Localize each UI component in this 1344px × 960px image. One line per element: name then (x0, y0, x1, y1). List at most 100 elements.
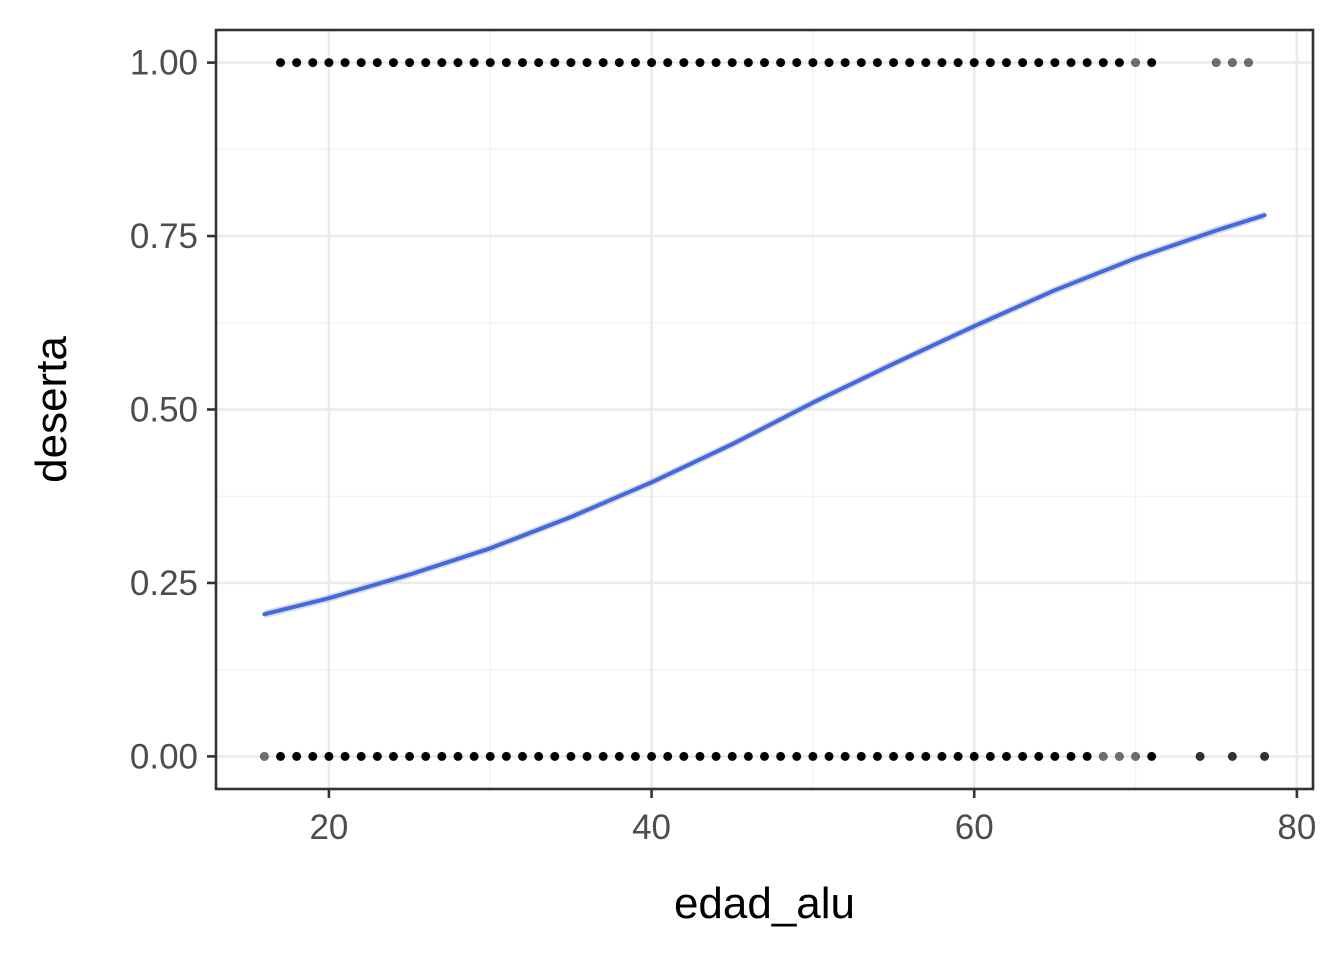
data-point (1211, 58, 1221, 68)
data-point (985, 751, 995, 761)
data-point (453, 751, 463, 761)
data-point (582, 58, 592, 68)
data-point (776, 58, 786, 68)
data-point (1227, 751, 1237, 761)
data-point (856, 58, 866, 68)
data-point (985, 58, 995, 68)
confidence-band (264, 211, 1265, 619)
data-point (518, 751, 528, 761)
data-point (598, 751, 608, 761)
data-point (1098, 58, 1108, 68)
data-point (356, 58, 366, 68)
data-point (905, 58, 915, 68)
data-point (582, 751, 592, 761)
data-point (405, 751, 415, 761)
data-point (324, 58, 334, 68)
data-point (889, 751, 899, 761)
data-point (292, 58, 302, 68)
y-axis-title: deserta (27, 336, 76, 483)
data-point (308, 58, 318, 68)
data-point (292, 751, 302, 761)
data-point (1001, 751, 1011, 761)
data-point (808, 751, 818, 761)
minor-gridlines (216, 30, 1313, 789)
data-point (776, 751, 786, 761)
y-tick-label: 0.75 (130, 217, 198, 256)
data-point (598, 58, 608, 68)
x-axis-tick-labels: 20 40 60 80 (309, 808, 1316, 847)
data-point (1001, 58, 1011, 68)
y-tick-label: 0.00 (130, 737, 198, 776)
data-point (614, 58, 624, 68)
data-point (695, 58, 705, 68)
data-point (437, 751, 447, 761)
data-point (1147, 58, 1157, 68)
data-point (518, 58, 528, 68)
data-point (663, 751, 673, 761)
data-point (1147, 751, 1157, 761)
data-point (727, 58, 737, 68)
data-point (1082, 58, 1092, 68)
data-point (340, 58, 350, 68)
data-point (308, 751, 318, 761)
y-tick-label: 0.50 (130, 391, 198, 430)
y-tick-label: 1.00 (130, 44, 198, 83)
data-point (921, 58, 931, 68)
data-point (1050, 751, 1060, 761)
y-tick-label: 0.25 (130, 564, 198, 603)
data-point (453, 58, 463, 68)
x-tick-label: 80 (1277, 808, 1316, 847)
confidence-ribbon (264, 211, 1265, 619)
data-point (743, 58, 753, 68)
data-point (1018, 751, 1028, 761)
data-point (759, 58, 769, 68)
data-point (1131, 58, 1141, 68)
data-point (1243, 58, 1253, 68)
data-point (469, 751, 479, 761)
data-point (937, 58, 947, 68)
data-point (743, 751, 753, 761)
data-point (856, 751, 866, 761)
data-point (324, 751, 334, 761)
data-point (711, 751, 721, 761)
data-point (405, 58, 415, 68)
data-point (388, 751, 398, 761)
data-point (808, 58, 818, 68)
data-point (679, 58, 689, 68)
data-point (921, 751, 931, 761)
x-tick-label: 20 (309, 808, 348, 847)
data-point (695, 751, 705, 761)
data-point (469, 58, 479, 68)
data-point (872, 58, 882, 68)
data-point (647, 58, 657, 68)
data-point (421, 751, 431, 761)
data-points (259, 58, 1270, 761)
data-point (259, 751, 269, 761)
data-point (1066, 751, 1076, 761)
data-point (614, 751, 624, 761)
data-point (953, 58, 963, 68)
data-point (1260, 751, 1270, 761)
logistic-fit-line (262, 213, 1267, 617)
data-point (1050, 58, 1060, 68)
data-point (727, 751, 737, 761)
data-point (485, 58, 495, 68)
data-point (550, 58, 560, 68)
axis-ticks (207, 61, 1299, 798)
data-point (663, 58, 673, 68)
data-point (276, 751, 286, 761)
major-gridlines (216, 30, 1313, 789)
x-tick-label: 40 (632, 808, 671, 847)
data-point (647, 751, 657, 761)
data-point (630, 751, 640, 761)
data-point (872, 751, 882, 761)
data-point (356, 751, 366, 761)
x-axis-title: edad_alu (674, 879, 855, 928)
data-point (501, 58, 511, 68)
data-point (421, 58, 431, 68)
data-point (840, 58, 850, 68)
data-point (437, 58, 447, 68)
data-point (969, 751, 979, 761)
y-axis-tick-labels: 0.00 0.25 0.50 0.75 1.00 (130, 44, 198, 777)
